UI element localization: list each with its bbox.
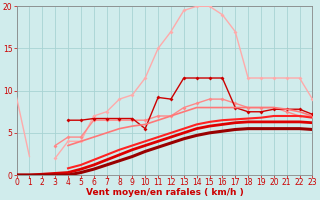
X-axis label: Vent moyen/en rafales ( km/h ): Vent moyen/en rafales ( km/h ) <box>86 188 244 197</box>
